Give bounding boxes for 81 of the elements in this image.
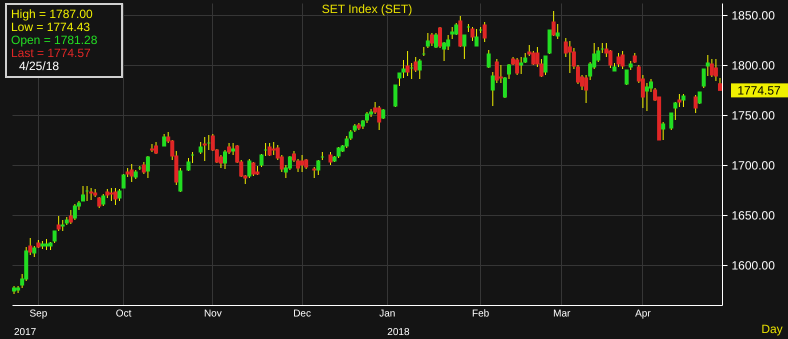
candlestick xyxy=(486,50,491,68)
text: 1774.57 xyxy=(737,83,782,98)
x-tick-label: Jan xyxy=(379,308,396,320)
candlestick xyxy=(130,164,134,182)
candlestick xyxy=(113,188,118,206)
x-tick-label: Sep xyxy=(29,308,48,320)
annotation: Last = 1774.57 xyxy=(11,46,92,60)
candlestick xyxy=(268,142,272,156)
candlestick xyxy=(60,220,65,232)
candlestick xyxy=(470,26,474,42)
candlestick xyxy=(661,122,666,140)
annotation: Low = 1774.43 xyxy=(11,20,92,34)
candlestick xyxy=(202,136,207,162)
candlestick xyxy=(344,136,349,148)
candlestick xyxy=(300,154,304,172)
candlestick xyxy=(251,162,256,176)
y-tick-label: 1600.00 xyxy=(732,258,776,272)
candlestick xyxy=(632,52,637,64)
candlestick xyxy=(620,50,625,70)
candlestick xyxy=(544,56,548,76)
candlestick xyxy=(56,216,61,232)
candlestick xyxy=(710,58,714,78)
candlestick xyxy=(519,56,524,74)
candlestick xyxy=(44,238,48,250)
candlestick xyxy=(109,188,114,202)
candlestick xyxy=(377,106,382,130)
x-tick-label: Mar xyxy=(553,308,572,320)
candlestick xyxy=(681,94,686,108)
candlestick xyxy=(474,28,479,46)
candlestick xyxy=(694,94,698,114)
candlestick xyxy=(430,32,434,46)
candlestick xyxy=(89,188,94,200)
candlestick xyxy=(328,152,332,166)
text: Day xyxy=(761,322,783,336)
candlestick xyxy=(644,82,649,112)
annotation: 4/25/18 xyxy=(18,59,60,73)
y-tick-label: 1800.00 xyxy=(732,58,776,72)
x-tick-label: Apr xyxy=(635,308,652,320)
candlestick xyxy=(402,60,406,78)
x-tick-label: Feb xyxy=(472,308,490,320)
chart-title: SET Index (SET) xyxy=(322,2,412,16)
text: 2017 xyxy=(14,327,37,338)
candlestick xyxy=(162,134,166,146)
candlestick xyxy=(450,26,454,40)
y-tick-label: 1850.00 xyxy=(732,8,776,22)
candlestick xyxy=(482,22,487,42)
candlestick xyxy=(418,58,422,80)
x-tick-label: Oct xyxy=(116,308,132,320)
candlestick xyxy=(454,22,458,36)
candlestick xyxy=(702,68,706,88)
candlestick xyxy=(272,142,276,156)
annotation: Open = 1781.28 xyxy=(11,33,98,47)
candlestick xyxy=(714,58,718,82)
y-tick-label: 1700.00 xyxy=(732,158,776,172)
candlestick xyxy=(552,10,556,36)
candlestick xyxy=(304,158,308,170)
candlestick xyxy=(568,40,572,74)
candlestick xyxy=(616,52,621,68)
text: 2018 xyxy=(387,327,410,338)
candlestick xyxy=(146,156,150,178)
candlestick xyxy=(515,58,520,76)
candlestick xyxy=(312,166,316,178)
x-tick-label: Nov xyxy=(204,308,222,320)
candlestick xyxy=(462,34,466,60)
candlestick xyxy=(718,78,722,92)
annotation: High = 1787.00 xyxy=(11,7,94,21)
candlestick xyxy=(118,188,122,202)
candlestick xyxy=(406,50,410,76)
candlestick xyxy=(231,142,236,156)
x-tick-label: Dec xyxy=(293,308,311,320)
candlestick xyxy=(97,196,102,208)
y-tick-label: 1750.00 xyxy=(732,108,776,122)
candlestick xyxy=(336,146,341,158)
y-tick-label: 1650.00 xyxy=(732,208,776,222)
candlestick xyxy=(72,204,77,220)
candlestick xyxy=(28,238,32,256)
candlestick xyxy=(154,142,158,154)
candlestick xyxy=(706,54,710,76)
candlestick xyxy=(426,32,430,48)
candlestick xyxy=(381,108,386,120)
candlestick xyxy=(316,160,320,176)
